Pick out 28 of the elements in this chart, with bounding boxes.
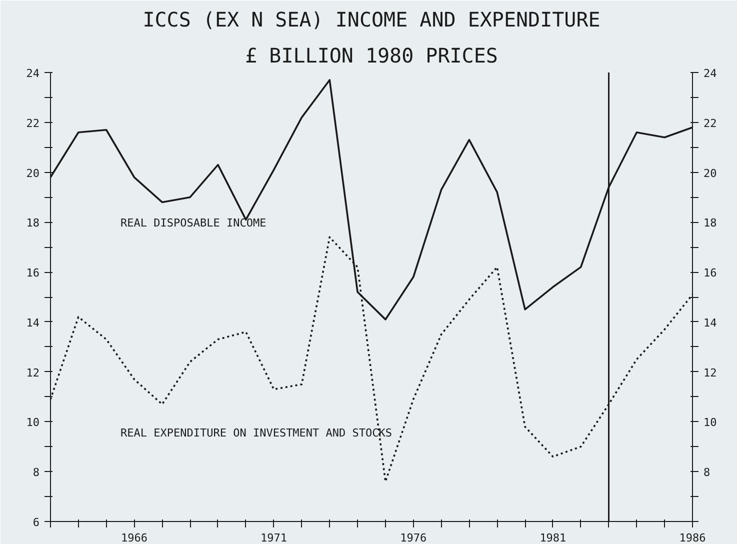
y-tick-label: 16: [26, 266, 40, 280]
x-tick-label: 1981: [540, 532, 566, 544]
y2-tick-label: 12: [704, 366, 717, 380]
y-tick-label: 6: [32, 516, 40, 529]
y-tick-label: 8: [32, 466, 40, 480]
y2-tick-label: 18: [704, 216, 717, 230]
y2-tick-label: 20: [704, 166, 717, 180]
series-label: REAL DISPOSABLE INCOME: [120, 216, 266, 230]
x-tick-label: 1976: [400, 532, 427, 544]
x-tick-label: 1966: [120, 532, 148, 544]
x-tick-label: 1971: [260, 532, 288, 544]
y-tick-label: 20: [26, 166, 40, 180]
y-tick-label: 22: [26, 116, 40, 130]
y2-tick-label: 8: [704, 466, 710, 480]
y-tick-label: 12: [26, 366, 40, 380]
y-tick-label: 14: [26, 316, 40, 330]
y2-tick-label: 22: [704, 116, 717, 130]
y-tick-label: 24: [26, 67, 40, 80]
y-tick-label: 18: [26, 216, 40, 230]
chart-title: ICCS (EX N SEA) INCOME AND EXPENDITURE: [142, 8, 600, 32]
y-tick-label: 10: [26, 416, 40, 430]
x-tick-label: 1986: [679, 532, 706, 544]
y2-tick-label: 24: [704, 67, 718, 80]
y2-tick-label: 14: [704, 316, 718, 330]
chart-subtitle: £ BILLION 1980 PRICES: [245, 44, 498, 68]
y2-tick-label: 10: [704, 416, 717, 430]
series-label: REAL EXPENDITURE ON INVESTMENT AND STOCKS: [120, 426, 392, 440]
y2-tick-label: 16: [704, 266, 717, 280]
